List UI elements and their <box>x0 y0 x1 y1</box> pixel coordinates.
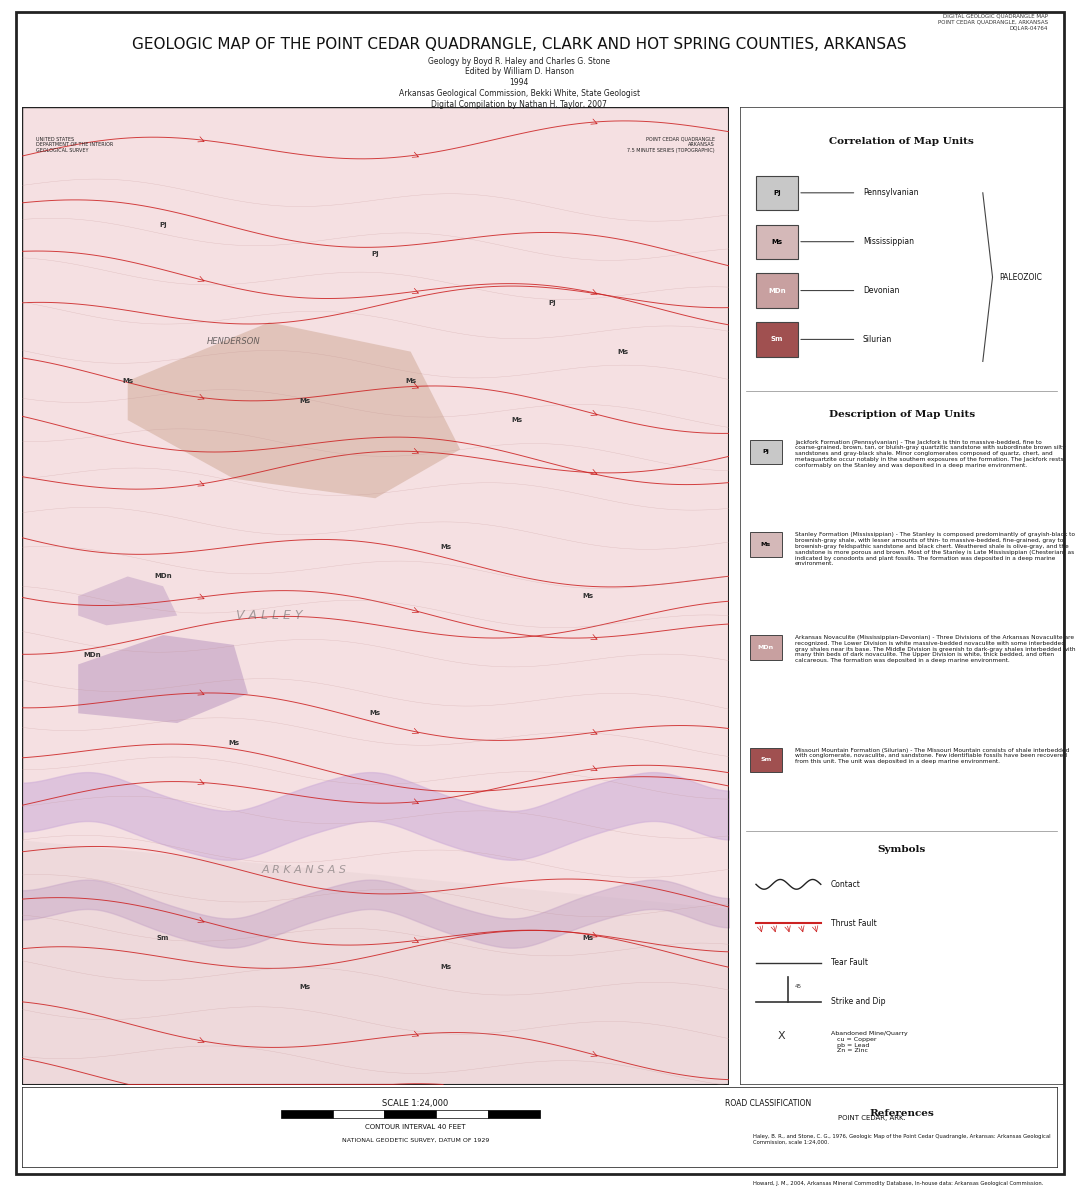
Bar <box>281 1110 333 1118</box>
Text: Ms: Ms <box>618 348 629 355</box>
Text: 45: 45 <box>795 985 801 989</box>
Text: Devonian: Devonian <box>863 286 900 296</box>
Text: MDn: MDn <box>154 573 172 579</box>
Text: A R K A N S A S: A R K A N S A S <box>262 864 347 875</box>
Text: Arkansas Geological Commission, Bekki White, State Geologist: Arkansas Geological Commission, Bekki Wh… <box>399 88 639 98</box>
Text: Stanley Formation (Mississippian) - The Stanley is composed predominantly of gra: Stanley Formation (Mississippian) - The … <box>795 533 1075 566</box>
Text: MDn: MDn <box>758 645 773 650</box>
Text: Sm: Sm <box>771 336 783 342</box>
Text: Ms: Ms <box>760 542 771 547</box>
Bar <box>384 1110 436 1118</box>
Text: Ms: Ms <box>511 417 523 423</box>
Text: Arkansas Novaculite (Mississippian-Devonian) - Three Divisions of the Arkansas N: Arkansas Novaculite (Mississippian-Devon… <box>795 635 1076 663</box>
Bar <box>756 175 798 210</box>
Text: Pj: Pj <box>549 299 556 306</box>
Text: GEOLOGIC MAP OF THE POINT CEDAR QUADRANGLE, CLARK AND HOT SPRING COUNTIES, ARKAN: GEOLOGIC MAP OF THE POINT CEDAR QUADRANG… <box>132 37 906 52</box>
Text: Mississippian: Mississippian <box>863 237 914 247</box>
Text: POINT CEDAR QUADRANGLE
ARKANSAS
7.5 MINUTE SERIES (TOPOGRAPHIC): POINT CEDAR QUADRANGLE ARKANSAS 7.5 MINU… <box>627 137 715 154</box>
Text: Digital Compilation by Nathan H. Taylor, 2007: Digital Compilation by Nathan H. Taylor,… <box>431 99 607 108</box>
Bar <box>333 1110 384 1118</box>
Text: Pj: Pj <box>372 250 379 257</box>
Text: ROAD CLASSIFICATION: ROAD CLASSIFICATION <box>725 1099 811 1109</box>
Polygon shape <box>78 577 177 626</box>
Text: Pj: Pj <box>773 190 781 195</box>
Text: PALEOZOIC: PALEOZOIC <box>999 273 1042 281</box>
Text: Ms: Ms <box>441 964 451 970</box>
Text: Ms: Ms <box>228 739 240 746</box>
Text: Correlation of Map Units: Correlation of Map Units <box>829 137 974 145</box>
Bar <box>756 322 798 356</box>
Text: Pj: Pj <box>159 222 167 228</box>
Text: Ms: Ms <box>441 544 451 551</box>
Text: NATIONAL GEODETIC SURVEY, DATUM OF 1929: NATIONAL GEODETIC SURVEY, DATUM OF 1929 <box>342 1137 489 1142</box>
Text: Ms: Ms <box>771 238 783 244</box>
Text: Howard, J. M., 2004, Arkansas Mineral Commodity Database, In-house data: Arkansa: Howard, J. M., 2004, Arkansas Mineral Co… <box>753 1180 1043 1186</box>
Text: SCALE 1:24,000: SCALE 1:24,000 <box>382 1099 448 1109</box>
Text: Ms: Ms <box>299 983 310 991</box>
Text: Ms: Ms <box>369 710 381 716</box>
Text: Ms: Ms <box>405 378 416 384</box>
Text: Silurian: Silurian <box>863 335 892 344</box>
Text: CONTOUR INTERVAL 40 FEET: CONTOUR INTERVAL 40 FEET <box>365 1124 465 1130</box>
Text: Symbols: Symbols <box>878 845 926 855</box>
Text: Geology by Boyd R. Haley and Charles G. Stone: Geology by Boyd R. Haley and Charles G. … <box>429 56 610 66</box>
Text: Thrust Fault: Thrust Fault <box>831 919 876 927</box>
Bar <box>436 1110 488 1118</box>
Text: Edited by William D. Hanson: Edited by William D. Hanson <box>464 67 573 76</box>
Bar <box>756 273 798 308</box>
Bar <box>750 440 782 464</box>
Bar <box>488 1110 540 1118</box>
Text: Tear Fault: Tear Fault <box>831 958 867 967</box>
Text: Abandoned Mine/Quarry
   cu = Copper
   pb = Lead
   Zn = Zinc: Abandoned Mine/Quarry cu = Copper pb = L… <box>831 1031 907 1054</box>
Text: DIGITAL GEOLOGIC QUADRANGLE MAP
POINT CEDAR QUADRANGLE, ARKANSAS
DQLAR-04764: DIGITAL GEOLOGIC QUADRANGLE MAP POINT CE… <box>937 14 1048 30</box>
Text: Strike and Dip: Strike and Dip <box>831 998 885 1006</box>
Text: 1994: 1994 <box>510 79 529 87</box>
Text: Haley, B. R., and Stone, C. G., 1976, Geologic Map of the Point Cedar Quadrangle: Haley, B. R., and Stone, C. G., 1976, Ge… <box>753 1134 1051 1144</box>
Text: MDn: MDn <box>83 652 102 658</box>
Text: Ms: Ms <box>122 378 133 384</box>
Text: Ms: Ms <box>582 935 593 942</box>
Text: Jackfork Formation (Pennsylvanian) - The Jackfork is thin to massive-bedded, fin: Jackfork Formation (Pennsylvanian) - The… <box>795 440 1066 467</box>
Text: Contact: Contact <box>831 880 861 889</box>
Text: References: References <box>869 1110 934 1118</box>
Polygon shape <box>78 635 248 724</box>
Text: X: X <box>778 1031 786 1041</box>
Text: V A L L E Y: V A L L E Y <box>235 609 302 622</box>
Bar <box>750 533 782 557</box>
Bar <box>750 635 782 659</box>
Polygon shape <box>127 322 460 498</box>
Text: Sm: Sm <box>157 935 170 942</box>
Text: UNITED STATES
DEPARTMENT OF THE INTERIOR
GEOLOGICAL SURVEY: UNITED STATES DEPARTMENT OF THE INTERIOR… <box>36 137 113 154</box>
Text: Description of Map Units: Description of Map Units <box>828 410 975 420</box>
Bar <box>756 224 798 259</box>
Text: Pennsylvanian: Pennsylvanian <box>863 188 918 198</box>
Text: MDn: MDn <box>768 287 786 293</box>
Polygon shape <box>22 840 729 1085</box>
Text: Sm: Sm <box>760 757 771 762</box>
Bar <box>750 747 782 772</box>
Text: Ms: Ms <box>582 592 593 600</box>
Text: POINT CEDAR, ARK.: POINT CEDAR, ARK. <box>838 1116 906 1122</box>
Text: Ms: Ms <box>299 397 310 404</box>
Text: HENDERSON: HENDERSON <box>207 337 260 347</box>
Text: Pj: Pj <box>762 449 769 454</box>
Text: Missouri Mountain Formation (Silurian) - The Missouri Mountain consists of shale: Missouri Mountain Formation (Silurian) -… <box>795 747 1069 764</box>
